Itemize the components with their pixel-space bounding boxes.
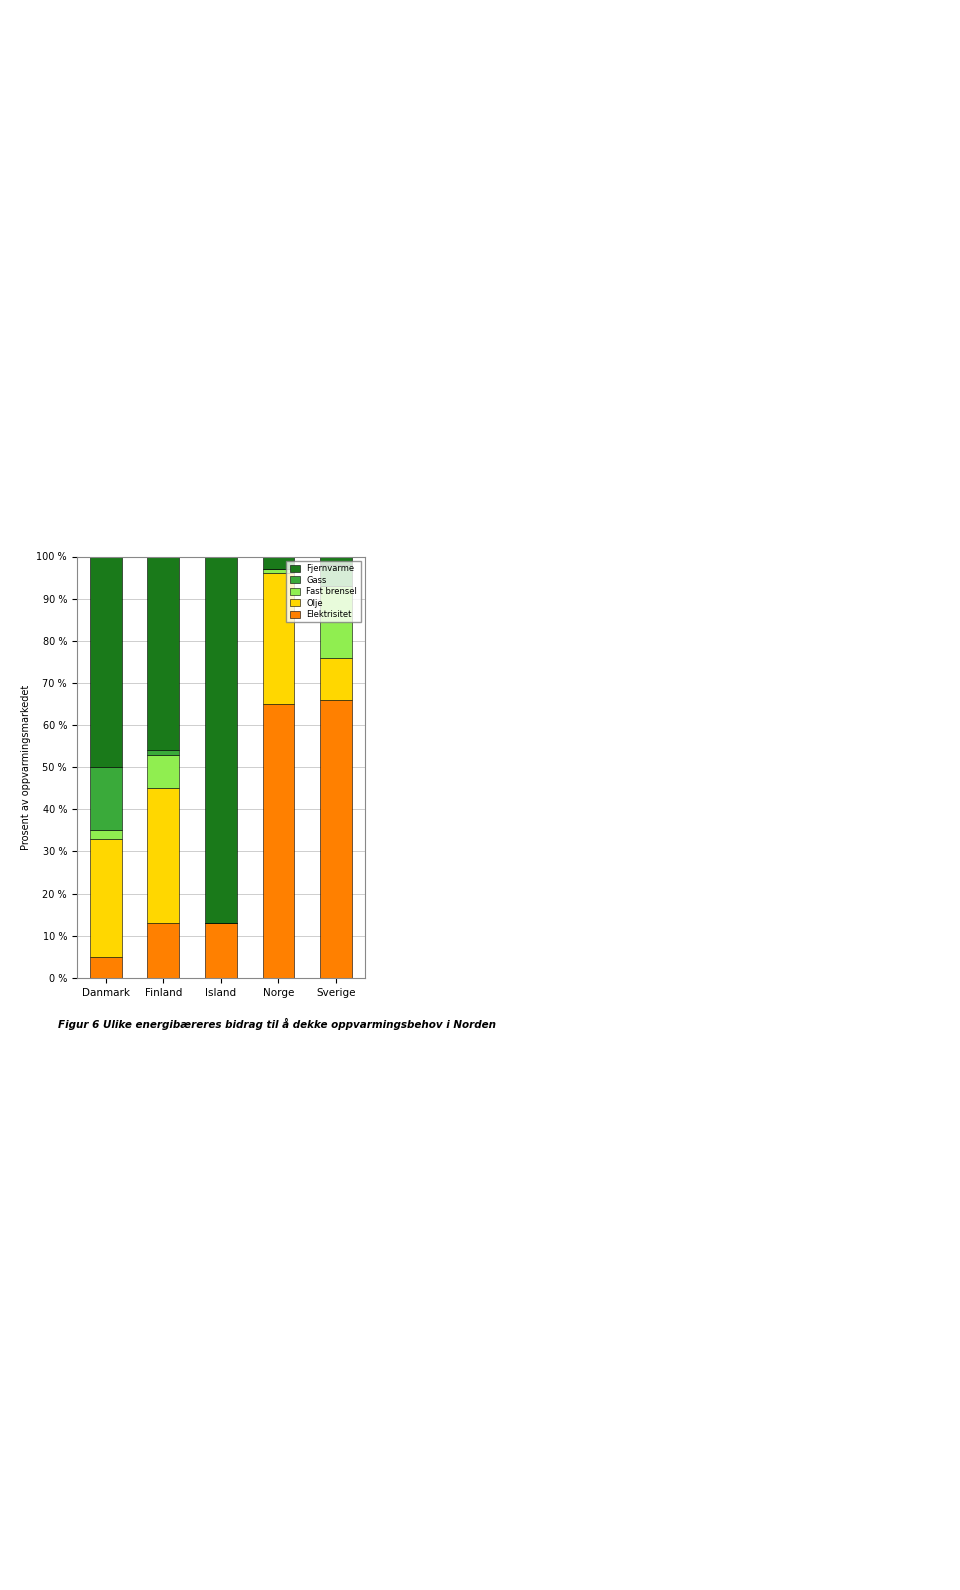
- Bar: [205, 924, 236, 978]
- Bar: [90, 830, 122, 840]
- Bar: [320, 700, 351, 978]
- Bar: [148, 755, 180, 789]
- Bar: [148, 789, 180, 924]
- Bar: [262, 556, 294, 569]
- Bar: [205, 556, 236, 924]
- Bar: [148, 750, 180, 755]
- Bar: [90, 840, 122, 957]
- Bar: [262, 569, 294, 574]
- Bar: [148, 556, 180, 750]
- Text: Figur 6 Ulike energibæreres bidrag til å dekke oppvarmingsbehov i Norden: Figur 6 Ulike energibæreres bidrag til å…: [58, 1018, 495, 1030]
- Bar: [320, 587, 351, 658]
- Bar: [148, 924, 180, 978]
- Bar: [262, 704, 294, 978]
- Bar: [90, 556, 122, 768]
- Bar: [90, 768, 122, 830]
- Bar: [320, 658, 351, 700]
- Y-axis label: Prosent av oppvarmingsmarkedet: Prosent av oppvarmingsmarkedet: [21, 685, 31, 849]
- Bar: [90, 957, 122, 978]
- Bar: [262, 574, 294, 704]
- Legend: Fjernvarme, Gass, Fast brensel, Olje, Elektrisitet: Fjernvarme, Gass, Fast brensel, Olje, El…: [286, 561, 361, 622]
- Bar: [320, 564, 351, 587]
- Bar: [320, 556, 351, 564]
